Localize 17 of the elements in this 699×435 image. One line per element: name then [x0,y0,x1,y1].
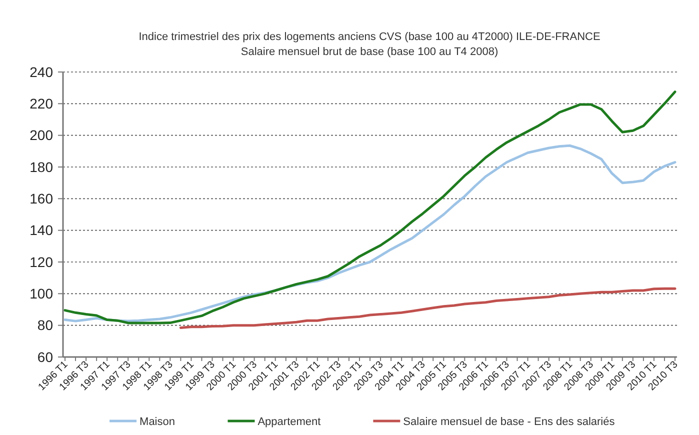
y-tick-label: 120 [30,254,54,270]
chart-subtitle: Salaire mensuel brut de base (base 100 au T4 2008) [240,46,498,58]
y-tick-label: 180 [30,158,54,175]
y-tick-label: 220 [30,96,54,112]
legend-label: Salaire mensuel de base - Ens des salariés [403,416,616,428]
line-series [179,287,676,329]
legend-label: Maison [140,416,176,428]
legend-label: Appartement [258,416,321,428]
y-tick-label: 80 [37,317,54,334]
y-tick-label: 200 [30,127,54,144]
y-tick-label: 140 [30,222,54,238]
chart-title: Indice trimestriel des prix des logements anciens CVS (base 100 au 4T2000) ILE-DE-FRANCE [138,31,600,43]
y-tick-label: 60 [37,348,54,365]
y-tick-label: 160 [30,190,54,207]
line-series [64,90,676,324]
y-tick-label: 240 [30,64,54,80]
y-tick-label: 100 [30,286,54,302]
